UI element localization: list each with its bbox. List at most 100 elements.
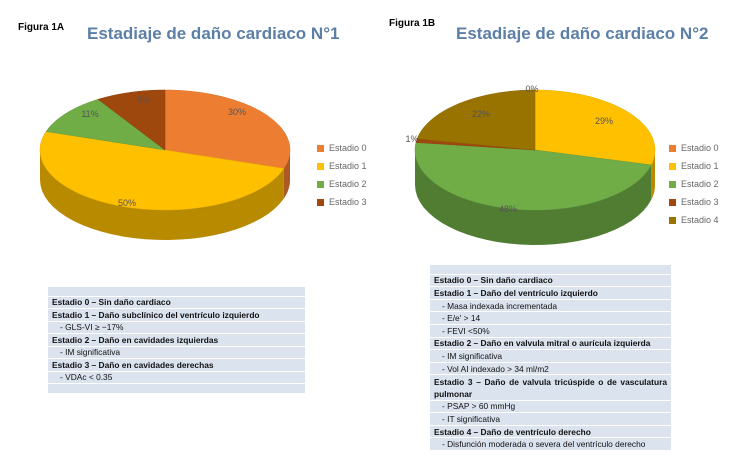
table-row-text: Estadio 3 – Daño en cavidades derechas — [52, 359, 214, 370]
pie1-data-label: 50% — [118, 198, 136, 208]
pie1-slice-estadio-1 — [39, 131, 285, 211]
pie1-data-label: 30% — [228, 107, 246, 117]
table-row: - GLS-VI ≥ −17% — [48, 322, 305, 334]
pie2-data-label: 0% — [525, 84, 538, 94]
chart-1-title: Estadiaje de daño cardiaco N°1 — [87, 24, 340, 43]
pie1-slice-side-estadio-0 — [283, 150, 290, 199]
legend-chart-2: Estadio 0 Estadio 1 Estadio 2 Estadio 3 Esta… — [669, 139, 719, 229]
legend-item: Estadio 3 — [669, 193, 719, 211]
table-row-text: Estadio 4 – Daño de ventrículo derecho — [434, 426, 591, 437]
figure-1b-label: Figura 1B — [389, 18, 436, 29]
legend-label: Estadio 0 — [329, 143, 367, 153]
table-row-text: Estadio 0 – Sin daño cardiaco — [52, 297, 171, 308]
legend-swatch — [669, 162, 676, 170]
legend-chart-1: Estadio 0 Estadio 1 Estadio 2 Estadio 3 — [317, 139, 367, 211]
table-row-text: - IM significativa — [442, 350, 503, 361]
table-row: - FEVI <50% — [430, 325, 671, 338]
pie2-data-label: 1% — [405, 134, 418, 144]
pie2-data-label: 22% — [472, 109, 490, 119]
pie1-slice-side-estadio-1 — [40, 150, 284, 240]
legend-swatch — [669, 144, 676, 152]
legend-swatch — [317, 144, 324, 152]
table-row: - Vol AI indexado > 34 ml/m2 — [430, 363, 671, 376]
stage-definitions-table-1b: Estadio 0 – Sin daño cardiaco Estadio 1 –… — [430, 265, 671, 451]
legend-item: Estadio 0 — [669, 139, 719, 157]
table-row: - IT significativa — [430, 413, 671, 426]
table-row-text: Estadio 2 – Daño en cavidades izquierdas — [52, 334, 219, 345]
legend-item: Estadio 4 — [669, 211, 719, 229]
table-row: - VDAc < 0.35 — [48, 372, 305, 384]
table-row-text: - Disfunción moderada o severa del ventr… — [442, 439, 646, 450]
legend-item: Estadio 0 — [317, 139, 367, 157]
table-row-text: - PSAP > 60 mmHg — [442, 401, 516, 412]
chart-2-title: Estadiaje de daño cardiaco N°2 — [456, 24, 709, 43]
pie2-slice-estadio-2 — [414, 142, 652, 211]
legend-label: Estadio 1 — [329, 161, 367, 171]
stage-definitions-table-1a: Estadio 0 – Sin daño cardiaco Estadio 1 –… — [48, 287, 305, 394]
table-row-text: Estadio 3 – Daño de valvula tricúspide o… — [434, 377, 667, 400]
table-row: Estadio 0 – Sin daño cardiaco — [430, 275, 671, 288]
table-row: - E/e' > 14 — [430, 312, 671, 325]
table-row: - Disfunción moderada o severa del ventr… — [430, 438, 671, 451]
legend-swatch — [669, 198, 676, 206]
table-row: Estadio 3 – Daño de valvula tricúspide o… — [430, 375, 671, 401]
table-row: - IM significativa — [48, 347, 305, 359]
figure-1a-label: Figura 1A — [18, 22, 65, 33]
table-row: - Masa indexada incrementada — [430, 300, 671, 313]
pie2-data-label: 29% — [595, 116, 613, 126]
legend-label: Estadio 4 — [681, 215, 719, 225]
pie1-slice-estadio-0 — [164, 89, 291, 169]
pie1-slice-estadio-3 — [97, 89, 166, 151]
table-row-text: Estadio 1 – Daño subclínico del ventrícu… — [52, 309, 260, 320]
pie2-data-label: 48% — [499, 204, 517, 214]
table-row: Estadio 2 – Daño en cavidades izquierdas — [48, 334, 305, 347]
table-row-text: - Masa indexada incrementada — [442, 300, 557, 311]
legend-label: Estadio 3 — [681, 197, 719, 207]
pie1-data-label: 11% — [81, 109, 98, 119]
table-row: Estadio 1 – Daño del ventrículo izquierd… — [430, 287, 671, 300]
pie2-slice-side-estadio-1 — [651, 150, 655, 200]
table-spacer-row — [430, 265, 671, 275]
legend-swatch — [669, 216, 676, 224]
table-spacer-row — [48, 287, 305, 297]
table-row: Estadio 2 – Daño en valvula mitral o aur… — [430, 338, 671, 351]
table-row: Estadio 3 – Daño en cavidades derechas — [48, 359, 305, 372]
legend-label: Estadio 1 — [681, 161, 719, 171]
pie1-slice-estadio-2 — [45, 99, 166, 151]
legend-item: Estadio 1 — [669, 157, 719, 175]
table-row-text: Estadio 2 – Daño en valvula mitral o aur… — [434, 338, 651, 349]
table-row-text: - VDAc < 0.35 — [60, 372, 113, 383]
legend-item: Estadio 1 — [317, 157, 367, 175]
table-row: Estadio 4 – Daño de ventrículo derecho — [430, 426, 671, 439]
legend-swatch — [669, 180, 676, 188]
table-row: Estadio 0 – Sin daño cardiaco — [48, 297, 305, 309]
legend-label: Estadio 2 — [681, 179, 719, 189]
legend-swatch — [317, 198, 324, 206]
pie2-slice-side-estadio-2 — [415, 150, 652, 245]
legend-label: Estadio 0 — [681, 143, 719, 153]
table-row: Estadio 1 – Daño subclínico del ventrícu… — [48, 309, 305, 322]
table-row: - PSAP > 60 mmHg — [430, 401, 671, 414]
pie2-slice-estadio-1 — [534, 89, 656, 166]
table-row-text: - E/e' > 14 — [442, 313, 481, 324]
table-row-text: - FEVI <50% — [442, 325, 490, 336]
legend-label: Estadio 3 — [329, 197, 367, 207]
table-row-text: - IM significativa — [60, 347, 121, 358]
pie1-data-label: 9% — [137, 95, 150, 105]
table-row-text: Estadio 0 – Sin daño cardiaco — [434, 275, 553, 286]
legend-swatch — [317, 180, 324, 188]
legend-item: Estadio 2 — [317, 175, 367, 193]
table-row-text: Estadio 1 – Daño del ventrículo izquierd… — [434, 287, 598, 298]
table-spacer-row — [48, 384, 305, 394]
table-row-text: - IT significativa — [442, 413, 501, 424]
table-row-text: - GLS-VI ≥ −17% — [60, 322, 124, 333]
table-row-text: - Vol AI indexado > 34 ml/m2 — [442, 363, 549, 374]
pie2-slice-estadio-4 — [416, 89, 536, 151]
legend-label: Estadio 2 — [329, 179, 367, 189]
table-row: - IM significativa — [430, 350, 671, 363]
legend-swatch — [317, 162, 324, 170]
legend-item: Estadio 3 — [317, 193, 367, 211]
legend-item: Estadio 2 — [669, 175, 719, 193]
